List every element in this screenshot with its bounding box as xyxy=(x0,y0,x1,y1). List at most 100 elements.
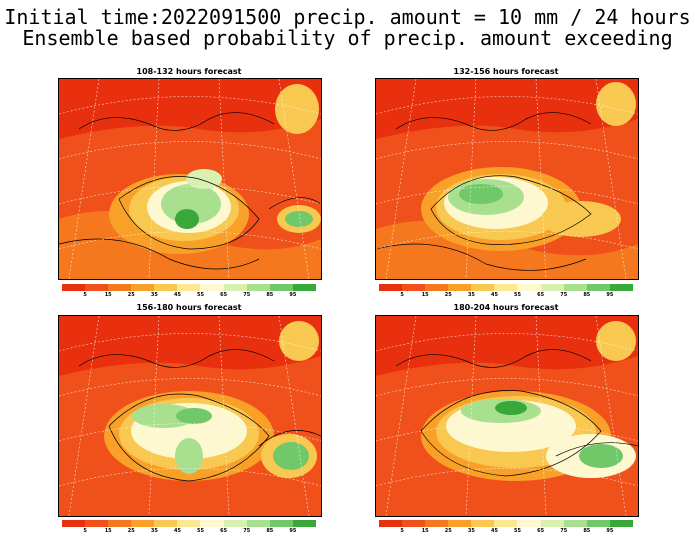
panel-2-map xyxy=(375,78,639,280)
colorbar-swatch xyxy=(448,520,472,527)
colorbar-swatches xyxy=(62,284,316,291)
colorbar-swatch xyxy=(108,284,132,291)
colorbar-swatch xyxy=(494,284,518,291)
colorbar-swatch xyxy=(609,284,633,291)
panel-2-title: 132-156 hours forecast xyxy=(453,67,559,76)
colorbar-swatch xyxy=(402,284,426,291)
colorbar-swatch xyxy=(85,284,109,291)
colorbar-swatch xyxy=(517,284,541,291)
colorbar-label: 15 xyxy=(421,292,429,298)
colorbar-label: 5 xyxy=(400,292,404,298)
panel-1-svg xyxy=(59,79,321,279)
colorbar-swatch xyxy=(563,284,587,291)
colorbar-label: 65 xyxy=(220,292,228,298)
colorbar-label: 95 xyxy=(606,292,614,298)
colorbar-swatch xyxy=(379,520,403,527)
colorbar-label: 75 xyxy=(560,528,568,534)
main-title: Initial time:2022091500 precip. amount =… xyxy=(4,5,691,29)
panel-4-map xyxy=(375,315,639,517)
colorbar-label: 55 xyxy=(197,528,205,534)
colorbar-label: 15 xyxy=(104,528,112,534)
colorbar-label: 65 xyxy=(220,528,228,534)
panel-4-colorbar: 5 15 25 35 45 55 65 75 85 95 xyxy=(379,520,633,536)
colorbar-swatches xyxy=(379,284,633,291)
colorbar-label: 15 xyxy=(104,292,112,298)
colorbar-swatch xyxy=(246,284,270,291)
panel-1-map xyxy=(58,78,322,280)
colorbar-label: 65 xyxy=(537,528,545,534)
colorbar-swatch xyxy=(540,520,564,527)
colorbar-label: 95 xyxy=(289,292,297,298)
colorbar-swatch xyxy=(200,284,224,291)
colorbar-swatch xyxy=(586,520,610,527)
colorbar-swatch xyxy=(246,520,270,527)
colorbar-label: 15 xyxy=(421,528,429,534)
panel-3-title: 156-180 hours forecast xyxy=(136,303,242,312)
colorbar-labels: 5 15 25 35 45 55 65 75 85 95 xyxy=(379,527,633,535)
colorbar-label: 5 xyxy=(83,528,87,534)
colorbar-swatch xyxy=(402,520,426,527)
panel-3-colorbar: 5 15 25 35 45 55 65 75 85 95 xyxy=(62,520,316,536)
colorbar-label: 35 xyxy=(150,292,158,298)
colorbar-label: 85 xyxy=(266,292,274,298)
colorbar-label: 5 xyxy=(83,292,87,298)
colorbar-swatch xyxy=(379,284,403,291)
colorbar-label: 55 xyxy=(197,292,205,298)
colorbar-label: 25 xyxy=(127,292,135,298)
colorbar-swatch xyxy=(563,520,587,527)
colorbar-swatch xyxy=(85,520,109,527)
panel-4-svg xyxy=(376,316,638,516)
colorbar-swatch xyxy=(448,284,472,291)
colorbar-swatches xyxy=(62,520,316,527)
colorbar-swatch xyxy=(471,284,495,291)
colorbar-label: 95 xyxy=(606,528,614,534)
colorbar-swatch xyxy=(62,520,86,527)
colorbar-label: 25 xyxy=(444,528,452,534)
colorbar-swatch xyxy=(425,284,449,291)
colorbar-swatch xyxy=(609,520,633,527)
colorbar-label: 65 xyxy=(537,292,545,298)
colorbar-labels: 5 15 25 35 45 55 65 75 85 95 xyxy=(62,291,316,299)
colorbar-label: 35 xyxy=(150,528,158,534)
colorbar-label: 25 xyxy=(127,528,135,534)
colorbar-swatch xyxy=(62,284,86,291)
colorbar-label: 35 xyxy=(467,528,475,534)
colorbar-swatch xyxy=(223,520,247,527)
colorbar-label: 45 xyxy=(490,528,498,534)
subtitle: Ensemble based probability of precip. am… xyxy=(22,26,673,50)
colorbar-label: 55 xyxy=(514,528,522,534)
panel-1-colorbar: 5 15 25 35 45 55 65 75 85 95 xyxy=(62,284,316,300)
colorbar-swatch xyxy=(223,284,247,291)
colorbar-swatch xyxy=(269,284,293,291)
colorbar-swatch xyxy=(108,520,132,527)
panel-3-map xyxy=(58,315,322,517)
colorbar-swatch xyxy=(292,520,316,527)
colorbar-label: 5 xyxy=(400,528,404,534)
colorbar-swatch xyxy=(292,284,316,291)
colorbar-label: 55 xyxy=(514,292,522,298)
colorbar-label: 85 xyxy=(583,292,591,298)
colorbar-label: 75 xyxy=(560,292,568,298)
colorbar-swatch xyxy=(177,284,201,291)
colorbar-swatch xyxy=(586,284,610,291)
colorbar-label: 45 xyxy=(490,292,498,298)
colorbar-label: 85 xyxy=(583,528,591,534)
colorbar-label: 25 xyxy=(444,292,452,298)
colorbar-labels: 5 15 25 35 45 55 65 75 85 95 xyxy=(62,527,316,535)
colorbar-swatch xyxy=(494,520,518,527)
colorbar-swatch xyxy=(269,520,293,527)
colorbar-label: 75 xyxy=(243,528,251,534)
colorbar-swatch xyxy=(154,520,178,527)
panel-2-svg xyxy=(376,79,638,279)
colorbar-label: 45 xyxy=(173,528,181,534)
colorbar-swatch xyxy=(177,520,201,527)
colorbar-swatch xyxy=(540,284,564,291)
colorbar-swatch xyxy=(517,520,541,527)
colorbar-swatch xyxy=(154,284,178,291)
colorbar-swatch xyxy=(131,284,155,291)
panel-1-title: 108-132 hours forecast xyxy=(136,67,242,76)
panel-4-title: 180-204 hours forecast xyxy=(453,303,559,312)
colorbar-label: 85 xyxy=(266,528,274,534)
colorbar-swatch xyxy=(425,520,449,527)
colorbar-label: 45 xyxy=(173,292,181,298)
